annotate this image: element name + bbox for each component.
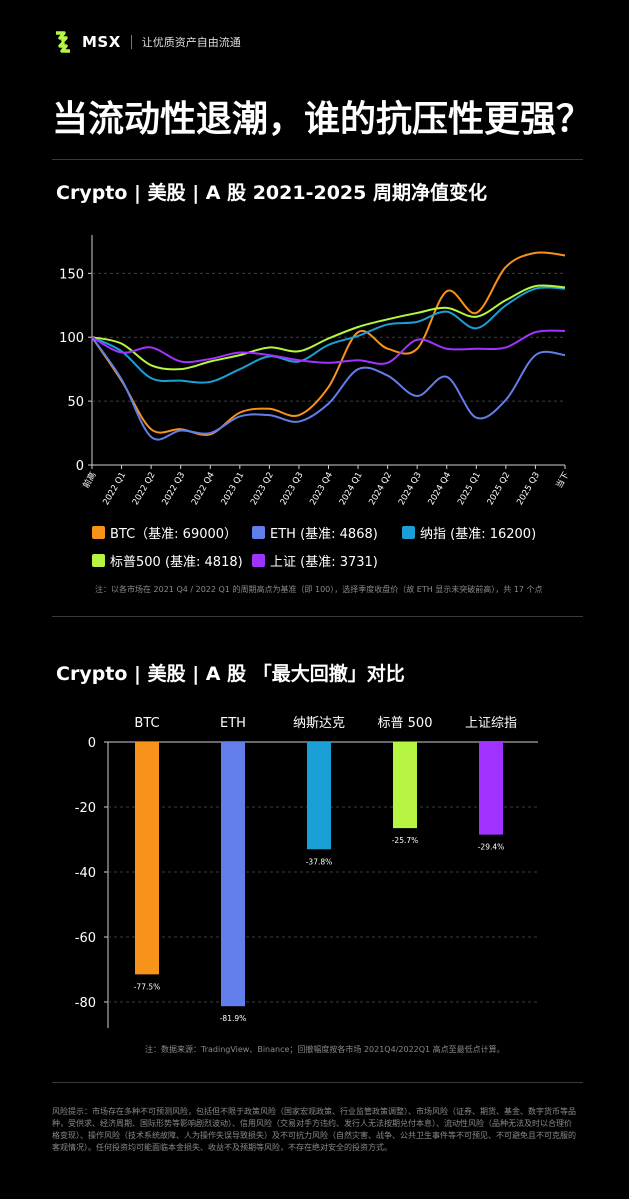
legend-label-eth: ETH (基准: 4868)	[270, 526, 378, 542]
bar-y-tick-label: -80	[75, 996, 96, 1011]
bar-value-label: -25.7%	[392, 836, 419, 845]
series-line-2	[91, 286, 566, 384]
bar-category-label: 上证综指	[465, 716, 517, 731]
bar-item-3	[393, 742, 417, 829]
series-line-3	[91, 284, 566, 371]
brand-name[interactable]: MSX	[82, 33, 121, 51]
page-title: 当流动性退潮，谁的抗压性更强？	[52, 99, 593, 140]
bar-chart: 0 -20 -40 -60 -80 BTC ETH 纳斯达克 标普 500 上证综指 -77.5…	[75, 716, 538, 1028]
legend-item-btc: BTC（基准: 69000）	[92, 523, 252, 542]
top-bar: MSX 让优质资产自由流通	[52, 28, 241, 56]
series-line-1	[91, 336, 566, 441]
risk-disclaimer: 风险提示：市场存在多种不可预测风险，包括但不限于政策风险（国家宏观政策、行业监管…	[52, 1107, 576, 1152]
legend-item-eth: ETH (基准: 4868)	[252, 523, 402, 542]
y-tick-label: 150	[59, 267, 84, 282]
legend-swatch-shanghai	[252, 553, 265, 567]
line-chart-note: 注：以各市场在 2021 Q4 / 2022 Q1 的周期高点为基准（即 100…	[95, 585, 543, 594]
bar-item-2	[307, 742, 331, 850]
y-tick-label: 50	[67, 395, 84, 410]
legend-label-sp500: 标普500 (基准: 4818)	[110, 554, 243, 570]
divider-bottom	[52, 1082, 583, 1083]
legend-swatch-nasdaq	[402, 525, 415, 539]
bar-y-tick-label: -40	[75, 866, 96, 881]
series-line-0	[91, 251, 566, 436]
legend-label-shanghai: 上证 (基准: 3731)	[270, 554, 378, 570]
bar-y-tick-label: 0	[88, 736, 96, 751]
bar-value-label: -29.4%	[478, 843, 505, 852]
bar-item-0	[135, 742, 159, 975]
y-tick-label: 0	[76, 459, 84, 474]
bar-value-label: -81.9%	[220, 1014, 247, 1023]
bar-category-label: 标普 500	[378, 716, 433, 731]
tagline: 让优质资产自由流通	[141, 36, 241, 49]
bar-chart-title: Crypto | 美股 | A 股 「最大回撤」对比	[56, 663, 405, 685]
divider-middle	[52, 616, 583, 617]
legend-item-shanghai: 上证 (基准: 3731)	[252, 551, 378, 570]
legend-item-nasdaq: 纳指 (基准: 16200)	[402, 523, 536, 542]
legend-swatch-btc	[92, 525, 105, 539]
line-chart-title: Crypto | 美股 | A 股 2021-2025 周期净值变化	[56, 182, 487, 204]
bar-y-tick-label: -20	[75, 801, 96, 816]
msx-logo-icon[interactable]	[52, 30, 74, 54]
legend-label-nasdaq: 纳指 (基准: 16200)	[420, 526, 537, 542]
line-chart-legend: BTC（基准: 69000） ETH (基准: 4868) 纳指 (基准: 16…	[92, 518, 572, 574]
legend-item-sp500: 标普500 (基准: 4818)	[92, 551, 252, 570]
bar-category-label: ETH	[220, 716, 246, 731]
legend-swatch-eth	[252, 525, 265, 539]
bar-y-tick-label: -60	[75, 931, 96, 946]
bar-item-1	[221, 742, 245, 1007]
legend-swatch-sp500	[92, 553, 105, 567]
bar-value-label: -77.5%	[134, 982, 161, 991]
bar-category-label: 纳斯达克	[293, 716, 345, 731]
bar-category-label: BTC	[134, 716, 159, 731]
header-divider	[130, 35, 132, 49]
legend-label-btc: BTC（基准: 69000）	[110, 526, 238, 542]
y-tick-label: 100	[59, 331, 84, 346]
bar-item-4	[479, 742, 503, 835]
bar-value-label: -37.8%	[306, 857, 333, 866]
divider-top	[52, 159, 583, 160]
series-line-4	[91, 329, 566, 365]
bar-chart-note: 注：数据来源：TradingView、Binance；回撤幅度按各市场 2021…	[145, 1045, 505, 1054]
